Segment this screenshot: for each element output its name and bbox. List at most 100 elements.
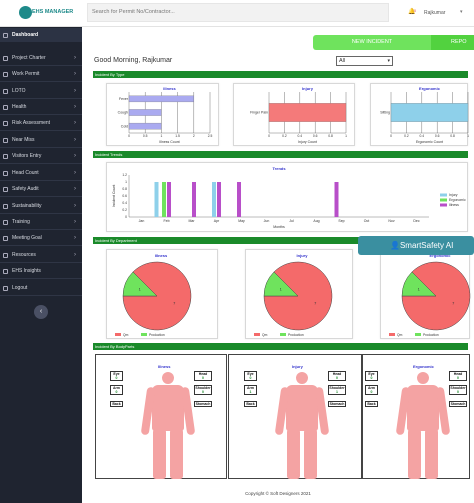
x-tick-label: 0.5 — [143, 134, 148, 138]
chevron-right-icon: › — [74, 88, 76, 94]
pie-slice-production — [401, 271, 437, 297]
x-tick-label: Aug — [313, 219, 319, 223]
x-tick-label: Sep — [338, 219, 344, 223]
sidebar-item-label: Head Count — [12, 170, 39, 176]
chevron-right-icon: › — [74, 104, 76, 110]
arm-count: 1 — [249, 390, 252, 394]
shoulder-count: 0 — [202, 390, 204, 394]
eye-label: Eye — [113, 372, 120, 376]
x-tick-label: Mar — [188, 219, 195, 223]
trend-bar-illness — [237, 182, 241, 217]
sidebar-item-label: Safety Audit — [12, 186, 39, 192]
training-icon — [3, 219, 8, 225]
x-tick-label: Jul — [289, 219, 294, 223]
sidebar-item-safety-audit[interactable]: Safety Audit › — [0, 182, 82, 196]
x-tick-label: 0.4 — [420, 134, 425, 138]
sidebar-item-label: Meeting Goal — [12, 235, 42, 241]
sidebar-divider — [0, 229, 82, 230]
new-incident-button[interactable]: NEW INCIDENT — [313, 35, 431, 50]
sidebar-item-head-count[interactable]: Head Count › — [0, 166, 82, 180]
bell-icon[interactable]: 🔔 — [408, 9, 416, 15]
bar-cold — [128, 122, 162, 130]
x-tick-label: 0.6 — [435, 134, 440, 138]
legend-swatch-production — [415, 333, 421, 336]
sidebar-divider — [0, 81, 82, 82]
legend-swatch-ergonomic — [440, 198, 447, 202]
eye-count-box: Eye 0 — [365, 371, 378, 381]
sidebar-item-ehs-insights[interactable]: EHS Insights — [0, 264, 82, 278]
stomach-label: Stomach — [329, 402, 345, 406]
legend-swatch-production — [280, 333, 286, 336]
body-left-leg-shape — [287, 429, 300, 479]
sidebar-divider — [0, 213, 82, 214]
sidebar-item-loto[interactable]: LOTO › — [0, 84, 82, 98]
x-axis-label: Ergonomic Count — [416, 140, 443, 144]
sidebar-item-logout[interactable]: Logout — [0, 281, 82, 295]
injury-department-chart: Injury 7 1 Qm Production — [254, 253, 333, 337]
stomach-label: Stomach — [450, 402, 466, 406]
bar-cough — [128, 109, 162, 116]
y-tick-label: 1 — [125, 180, 127, 184]
y-tick-label: 0.8 — [122, 187, 127, 191]
trends-chart: Trends 0 0.2 0.4 0.6 0.8 1 1.2 Jan Feb Mar Apr May Ju… — [112, 166, 466, 229]
x-tick-label: Oct — [364, 219, 369, 223]
year-select[interactable]: All ▾ — [336, 56, 393, 66]
shoulder-count: 0 — [457, 390, 459, 394]
back-label: Back — [112, 402, 121, 406]
chevron-right-icon: › — [74, 170, 76, 176]
sidebar-item-health[interactable]: Health › — [0, 100, 82, 114]
sidebar-item-near-miss[interactable]: Near Miss › — [0, 133, 82, 147]
sidebar-item-dashboard[interactable]: Dashboard — [0, 28, 82, 42]
sidebar-item-meeting-goal[interactable]: Meeting Goal › — [0, 231, 82, 245]
sidebar-item-label: Work Permit — [12, 71, 40, 77]
user-name[interactable]: Rajkumar — [424, 10, 446, 16]
sidebar-item-resources[interactable]: Resources › — [0, 248, 82, 262]
chevron-down-icon[interactable]: ▾ — [460, 9, 463, 15]
eye-count: 0 — [249, 376, 252, 380]
collapse-sidebar-button[interactable]: ‹ — [34, 305, 48, 319]
x-tick-label: 0.2 — [404, 134, 409, 138]
search-input[interactable]: Search for Permit No/Contractor... — [87, 3, 389, 22]
sidebar-item-work-permit[interactable]: Work Permit › — [0, 67, 82, 81]
legend-swatch-qm — [389, 333, 395, 336]
y-axis-label: Incident Count — [112, 185, 116, 208]
x-tick-label: 0 — [390, 134, 392, 138]
sidebar-item-sustainability[interactable]: Sustainability › — [0, 199, 82, 213]
sidebar-item-visitors-entry[interactable]: Visitors Entry › — [0, 149, 82, 163]
x-tick-label: 0.8 — [450, 134, 455, 138]
head-count-icon — [3, 170, 8, 176]
chevron-right-icon: › — [74, 203, 76, 209]
sidebar-divider — [0, 114, 82, 115]
x-axis-label: Illness Count — [159, 140, 179, 144]
chart-title: Injury — [297, 253, 309, 258]
illness-department-card: Illness 7 1 Qm Production — [106, 249, 218, 339]
x-tick-label: May — [238, 219, 245, 223]
smartsafety-ai-label: SmartSafety AI — [399, 241, 454, 250]
legend-swatch-qm — [254, 333, 260, 336]
sidebar-item-label: Near Miss — [12, 137, 35, 143]
logo[interactable]: EHS MANAGER — [0, 0, 82, 27]
sidebar-item-project-charter[interactable]: Project Charter › — [0, 51, 82, 65]
legend-label: Production — [149, 333, 165, 337]
head-label: Head — [453, 372, 463, 376]
chevron-right-icon: › — [74, 219, 76, 225]
sidebar-item-risk-assessment[interactable]: Risk Assessment › — [0, 116, 82, 130]
notification-badge: 0 — [414, 9, 416, 13]
logout-icon — [3, 285, 8, 291]
report-button[interactable]: REPO — [431, 35, 474, 50]
project-charter-icon — [3, 55, 8, 61]
legend-label: Injury — [449, 193, 458, 197]
pie-slice-value: 7 — [452, 301, 455, 306]
ehs-insights-icon — [3, 268, 8, 274]
smartsafety-ai-button[interactable]: 👤SmartSafety AI — [358, 236, 474, 255]
bar-finger-pain — [268, 103, 347, 122]
bodyparts-ergonomic-card: Ergonomic Eye 0 Arm 0 Back Head 0 Shoulder 0… — [362, 354, 470, 479]
sidebar-item-label: EHS Insights — [12, 268, 41, 274]
bar-fever — [128, 95, 194, 103]
stomach-label: Stomach — [195, 402, 211, 406]
body-left-leg-shape — [408, 429, 421, 479]
copyright-text: Copyright © Soft Designers 2021 — [245, 491, 311, 496]
trends-card: Trends 0 0.2 0.4 0.6 0.8 1 1.2 Jan Feb Mar Apr May Ju… — [106, 162, 468, 232]
x-tick-label: 0.2 — [282, 134, 287, 138]
sidebar-item-training[interactable]: Training › — [0, 215, 82, 229]
